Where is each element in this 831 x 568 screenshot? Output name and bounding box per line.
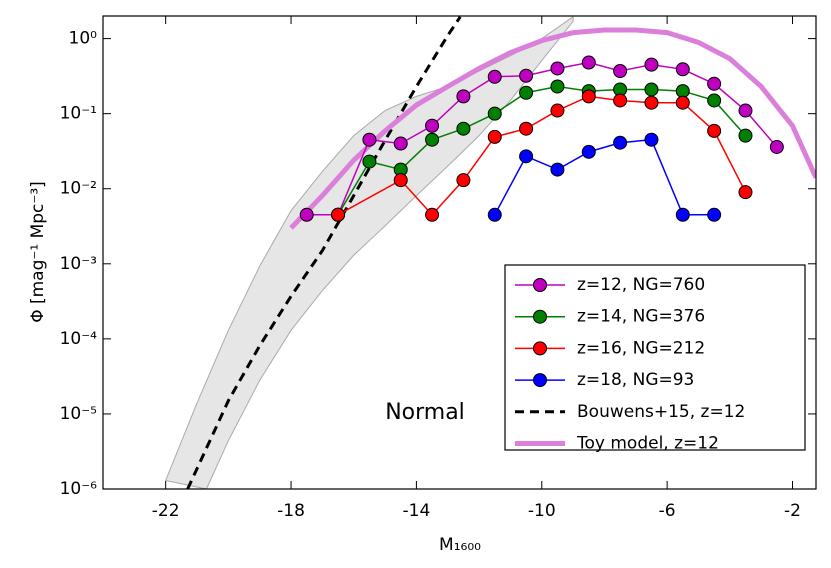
marker [550,162,565,177]
marker [738,185,753,200]
x-tick-label: -6 [659,501,676,521]
marker [550,61,565,76]
y-tick-label: 10⁰ [69,29,98,49]
legend-label: z=16, NG=212 [577,338,705,358]
marker [456,89,471,104]
axes-frame [102,15,817,490]
legend-swatch [533,341,547,356]
marker [707,76,722,91]
marker [487,69,502,84]
marker [425,207,440,222]
y-tick-label: 10⁻² [60,179,97,199]
marker [675,207,690,222]
marker [331,207,346,222]
legend-swatch [533,309,547,324]
uncertainty-band [164,16,574,489]
marker [644,82,659,97]
y-tick-label: 10⁻¹ [60,104,97,124]
marker [362,154,377,169]
legend-label: z=12, NG=760 [577,275,705,295]
x-axis-label: M₁₆₀₀ [439,535,481,555]
marker [581,89,596,104]
marker [456,121,471,136]
marker [519,149,534,164]
marker [550,103,565,118]
marker [613,93,628,108]
series-line [306,61,778,216]
marker [644,132,659,147]
x-tick-label: -22 [152,501,180,521]
marker [299,207,314,222]
x-tick-label: -14 [403,501,431,521]
marker [707,93,722,108]
legend: z=12, NG=760 z=14, NG=376 z=16, NG=212 z=18… [504,264,806,454]
legend-box [504,264,806,451]
marker [675,84,690,99]
marker [675,62,690,77]
plot-area [164,16,816,489]
annotation: Normal [385,400,465,425]
legend-label: z=14, NG=376 [577,307,705,327]
legend-label: Toy model, z=12 [576,434,719,454]
legend-swatch [533,278,547,292]
y-tick-label: 10⁻⁵ [60,404,97,424]
marker [519,68,534,83]
marker [393,136,408,151]
marker [613,64,628,79]
marker [644,95,659,110]
marker [738,128,753,143]
marker [487,129,502,144]
marker [393,173,408,188]
x-tick-label: -18 [277,501,305,521]
legend-swatch [533,373,547,388]
marker [519,121,534,136]
marker [362,132,377,147]
marker [581,55,596,70]
marker [487,207,502,222]
marker [644,57,659,72]
marker [550,79,565,94]
y-tick-label: 10⁻⁶ [60,479,98,499]
marker [519,85,534,100]
marker [581,144,596,159]
y-tick-label: 10⁻⁴ [60,329,98,349]
y-axis-label: Φ [mag⁻¹ Mpc⁻³] [28,181,48,323]
x-tick-label: -2 [784,501,801,521]
marker [613,135,628,150]
model-line [289,27,816,230]
marker [707,207,722,222]
dashed-line [186,16,462,489]
y-tick-label: 10⁻³ [60,254,97,274]
legend-label: z=18, NG=93 [577,370,694,390]
legend-label: Bouwens+15, z=12 [577,402,745,422]
x-tick-label: -10 [528,501,556,521]
marker [675,95,690,110]
marker [738,103,753,118]
marker [425,132,440,147]
marker [707,123,722,138]
marker [487,106,502,121]
marker [769,139,784,154]
marker [425,118,440,133]
marker [456,173,471,188]
